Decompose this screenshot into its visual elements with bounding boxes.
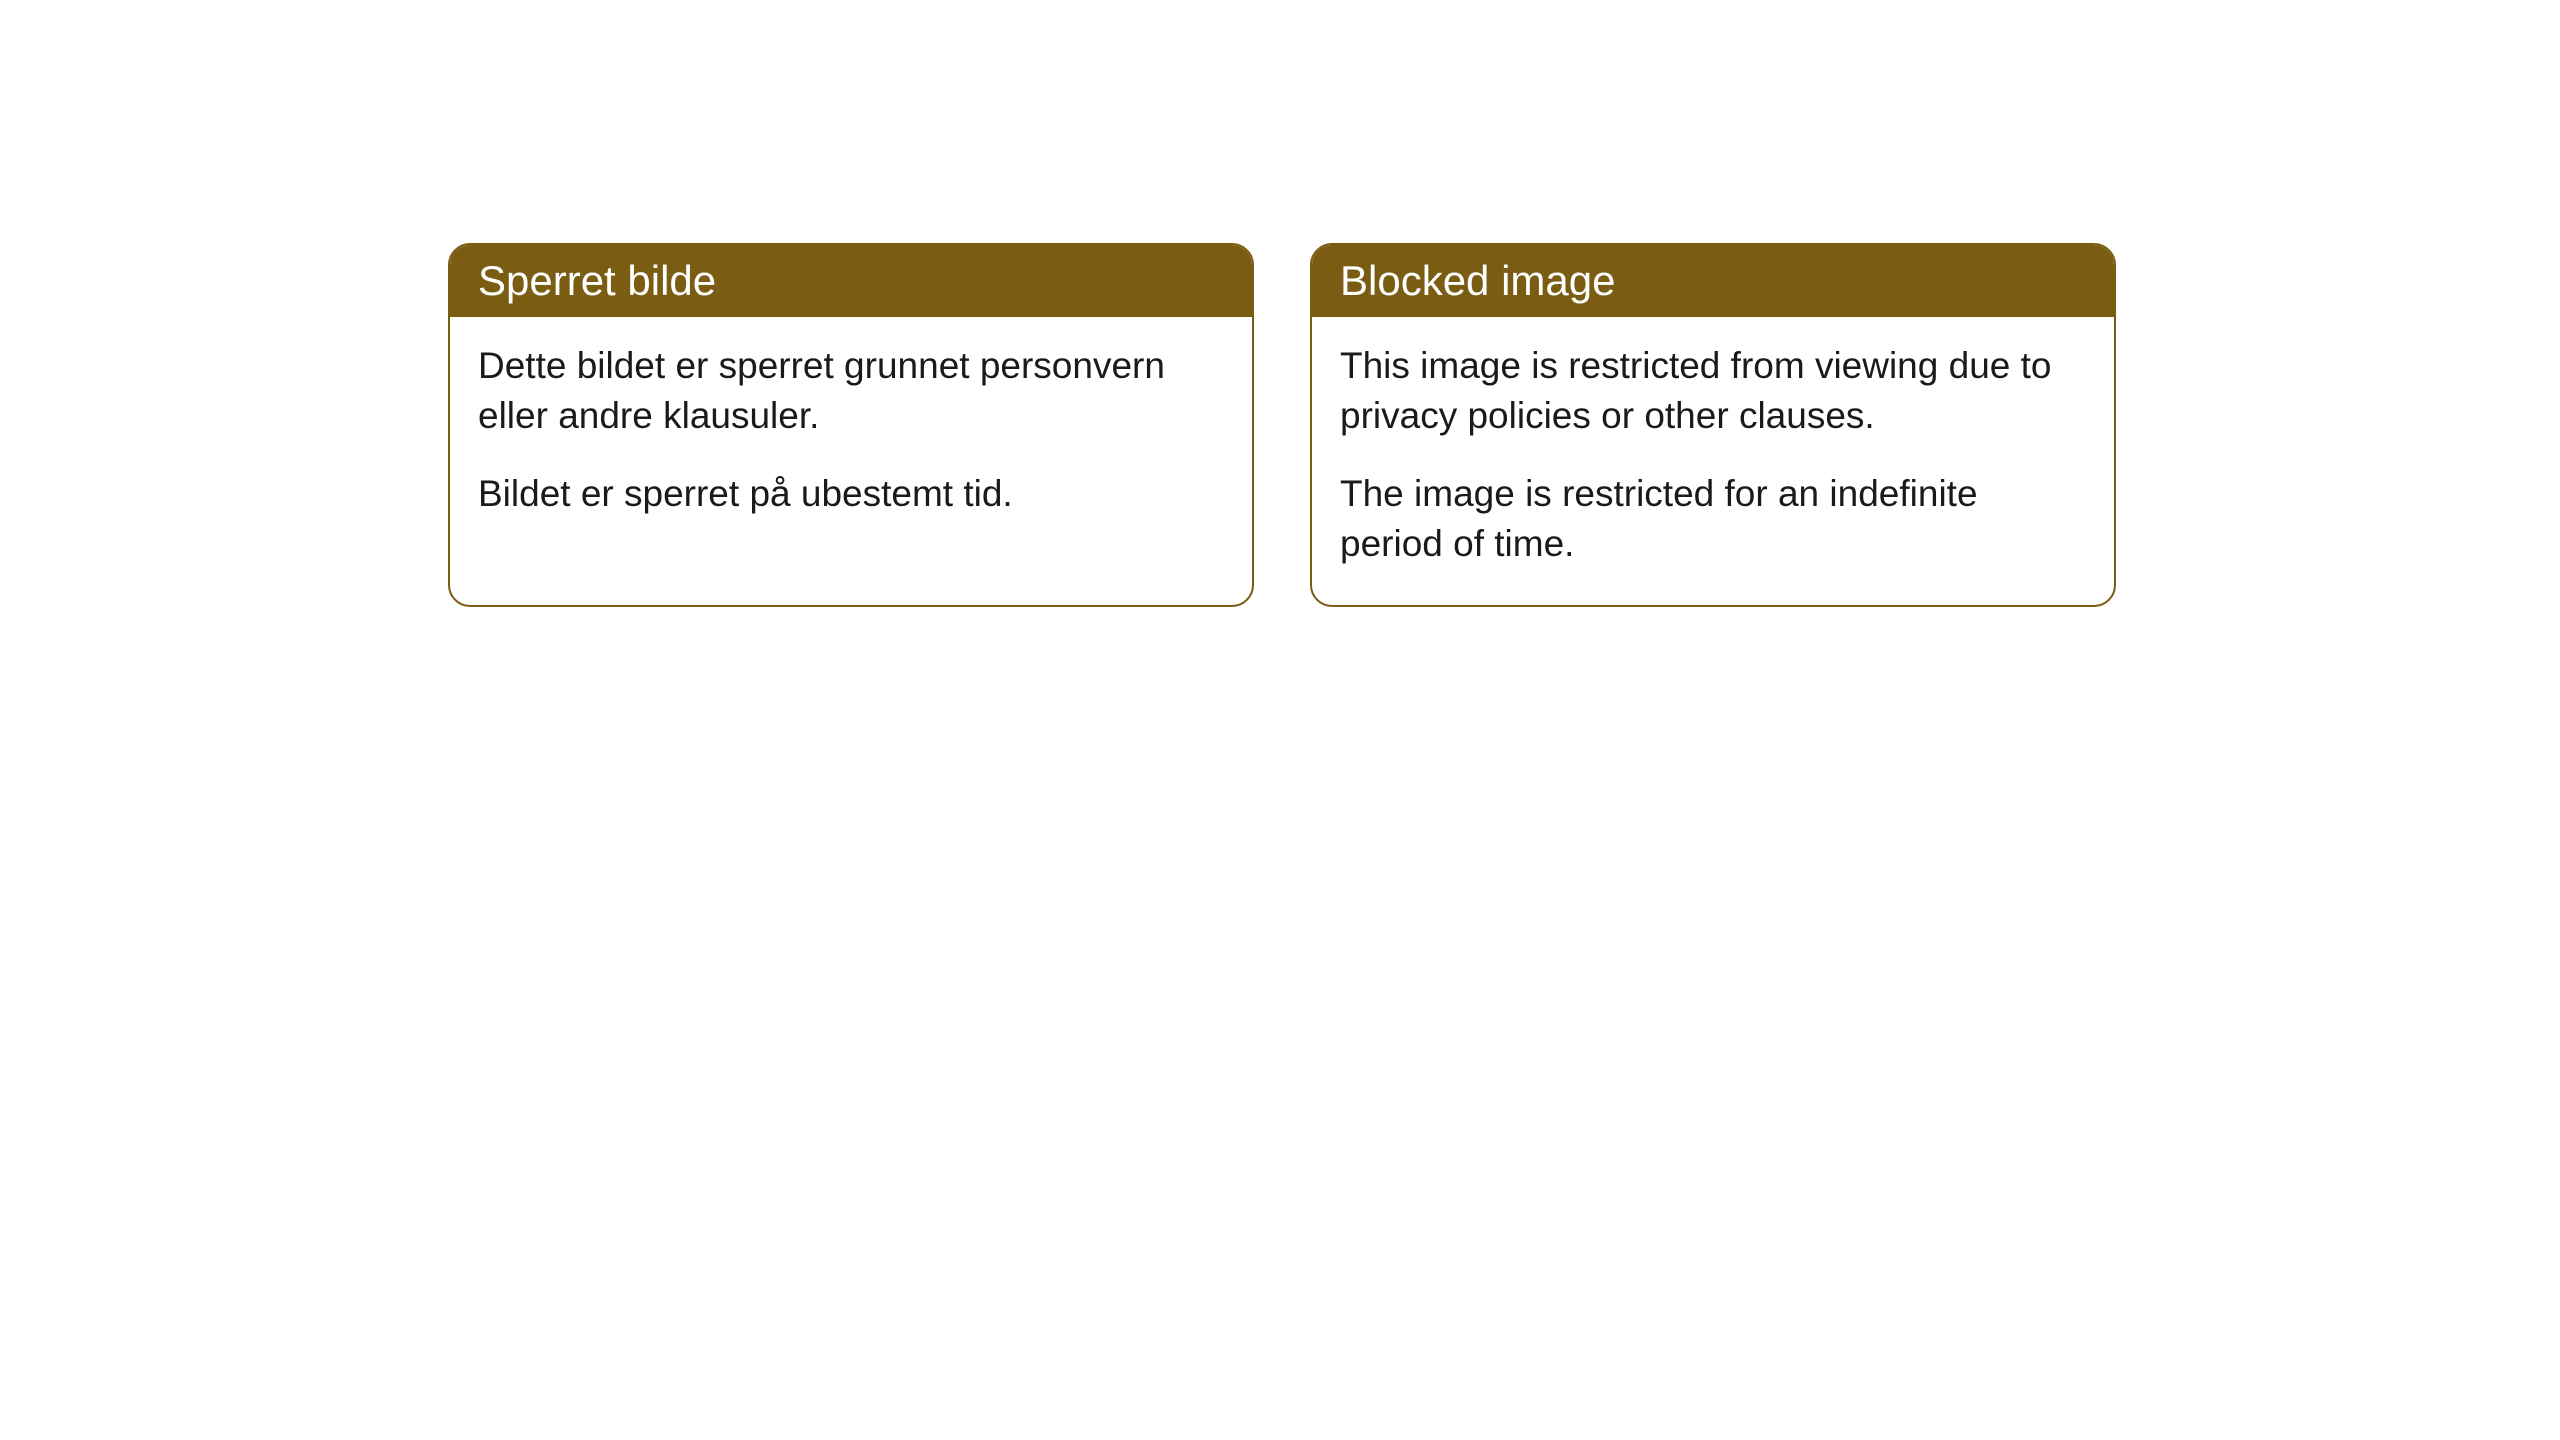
blocked-image-card-english: Blocked image This image is restricted f… [1310, 243, 2116, 607]
card-header-english: Blocked image [1312, 245, 2114, 317]
card-header-norwegian: Sperret bilde [450, 245, 1252, 317]
card-paragraph-norwegian-2: Bildet er sperret på ubestemt tid. [478, 469, 1224, 519]
card-paragraph-english-2: The image is restricted for an indefinit… [1340, 469, 2086, 569]
notice-cards-container: Sperret bilde Dette bildet er sperret gr… [448, 243, 2116, 607]
card-title-english: Blocked image [1340, 257, 1615, 304]
card-paragraph-norwegian-1: Dette bildet er sperret grunnet personve… [478, 341, 1224, 441]
blocked-image-card-norwegian: Sperret bilde Dette bildet er sperret gr… [448, 243, 1254, 607]
card-paragraph-english-1: This image is restricted from viewing du… [1340, 341, 2086, 441]
card-body-norwegian: Dette bildet er sperret grunnet personve… [450, 317, 1252, 555]
card-title-norwegian: Sperret bilde [478, 257, 716, 304]
card-body-english: This image is restricted from viewing du… [1312, 317, 2114, 605]
